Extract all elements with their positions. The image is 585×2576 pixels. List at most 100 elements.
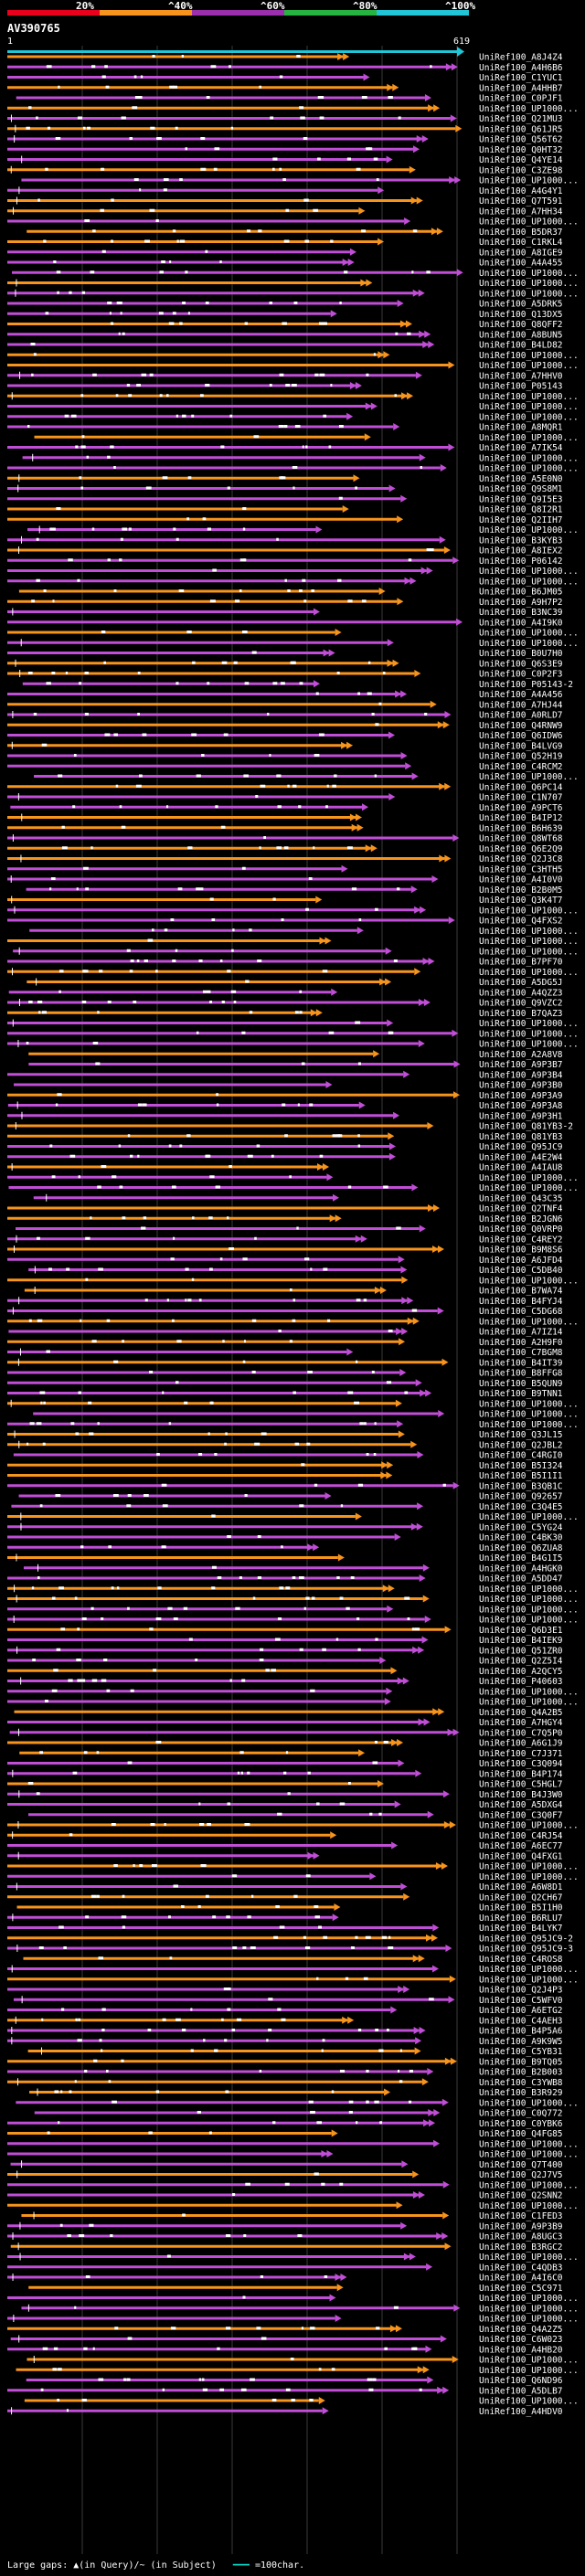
hit-label[interactable]: UniRef100_Q4A2B5 (479, 1708, 563, 1718)
hit-label[interactable]: UniRef100_Q7T591 (479, 196, 563, 207)
hit-label[interactable]: UniRef100_A4E2W4 (479, 1152, 563, 1162)
hit-label[interactable]: UniRef100_Q3K4T7 (479, 896, 563, 906)
hit-label[interactable]: UniRef100_UP1000... (479, 1183, 579, 1193)
hit-label[interactable]: UniRef100_C4RCM2 (479, 762, 563, 772)
hit-label[interactable]: UniRef100_A9P3A8 (479, 1101, 563, 1111)
hit-label[interactable]: UniRef100_UP1000... (479, 104, 579, 114)
hit-label[interactable]: UniRef100_A8BUN5 (479, 330, 563, 340)
hit-label[interactable]: UniRef100_A5DXG4 (479, 1800, 563, 1810)
hit-label[interactable]: UniRef100_UP1000... (479, 2304, 579, 2314)
hit-label[interactable]: UniRef100_UP1000... (479, 2397, 579, 2407)
hit-label[interactable]: UniRef100_Q9S8M1 (479, 484, 563, 494)
hit-label[interactable]: UniRef100_B9M8S6 (479, 1246, 563, 1256)
hit-label[interactable]: UniRef100_B4FYJ4 (479, 1297, 563, 1307)
hit-label[interactable]: UniRef100_B5I1I1 (479, 1471, 563, 1481)
hit-label[interactable]: UniRef100_A4G4Y1 (479, 186, 563, 196)
hit-label[interactable]: UniRef100_B3QB1C (479, 1481, 563, 1491)
hit-label[interactable]: UniRef100_UP1000... (479, 1605, 579, 1615)
hit-label[interactable]: UniRef100_UP1000... (479, 1029, 579, 1039)
hit-label[interactable]: UniRef100_Q3JL15 (479, 1430, 563, 1440)
hit-label[interactable]: UniRef100_Q2J7V5 (479, 2170, 563, 2180)
hit-label[interactable]: UniRef100_UP1000... (479, 639, 579, 649)
hit-label[interactable]: UniRef100_Q8I2R1 (479, 505, 563, 515)
hit-label[interactable]: UniRef100_Q4FG85 (479, 2129, 563, 2139)
hit-label[interactable]: UniRef100_B6JM05 (479, 588, 563, 598)
hit-label[interactable]: UniRef100_UP1000... (479, 1965, 579, 1975)
hit-label[interactable]: UniRef100_Q2SNN2 (479, 2191, 563, 2201)
hit-label[interactable]: UniRef100_Q81YB3-2 (479, 1122, 573, 1132)
hit-label[interactable]: UniRef100_A8UGC3 (479, 2232, 563, 2242)
hit-label[interactable]: UniRef100_C1YUC1 (479, 73, 563, 83)
hit-label[interactable]: UniRef100_C3HTH5 (479, 864, 563, 875)
hit-label[interactable]: UniRef100_Q4YE14 (479, 155, 563, 165)
hit-label[interactable]: UniRef100_B4LD82 (479, 341, 563, 351)
hit-label[interactable]: UniRef100_B4IT39 (479, 1358, 563, 1368)
hit-label[interactable]: UniRef100_Q43C35 (479, 1193, 563, 1203)
hit-label[interactable]: UniRef100_UP1000... (479, 1019, 579, 1029)
hit-label[interactable]: UniRef100_C1FED3 (479, 2211, 563, 2221)
hit-label[interactable]: UniRef100_Q2JBL2 (479, 1440, 563, 1450)
hit-label[interactable]: UniRef100_UP1000... (479, 1585, 579, 1595)
hit-label[interactable]: UniRef100_Q7T400 (479, 2160, 563, 2170)
hit-label[interactable]: UniRef100_UP1000... (479, 433, 579, 443)
hit-label[interactable]: UniRef100_C4AEH3 (479, 2016, 563, 2026)
hit-label[interactable]: UniRef100_UP1000... (479, 2356, 579, 2366)
hit-label[interactable]: UniRef100_B4G1I5 (479, 1553, 563, 1564)
hit-label[interactable]: UniRef100_A7HHV0 (479, 371, 563, 381)
hit-label[interactable]: UniRef100_Q95JC9-3 (479, 1945, 573, 1955)
hit-label[interactable]: UniRef100_Q6PC14 (479, 782, 563, 792)
hit-label[interactable]: UniRef100_A7HGY4 (479, 1718, 563, 1728)
hit-label[interactable]: UniRef100_A7HJ44 (479, 700, 563, 710)
hit-label[interactable]: UniRef100_B4J3W0 (479, 1790, 563, 1800)
hit-label[interactable]: UniRef100_A7HH34 (479, 207, 563, 217)
hit-label[interactable]: UniRef100_A7IK54 (479, 443, 563, 453)
hit-label[interactable]: UniRef100_C5HGL7 (479, 1780, 563, 1790)
hit-label[interactable]: UniRef100_UP1000... (479, 1698, 579, 1708)
hit-label[interactable]: UniRef100_UP1000... (479, 1420, 579, 1430)
hit-label[interactable]: UniRef100_UP1000... (479, 947, 579, 957)
hit-label[interactable]: UniRef100_A4I9K0 (479, 618, 563, 628)
hit-label[interactable]: UniRef100_B3KYB3 (479, 535, 563, 546)
hit-label[interactable]: UniRef100_B7WA74 (479, 1287, 563, 1297)
hit-label[interactable]: UniRef100_A6W8D1 (479, 1882, 563, 1892)
hit-label[interactable]: UniRef100_UP1000... (479, 1512, 579, 1522)
hit-label[interactable]: UniRef100_A9P3B4 (479, 1070, 563, 1080)
hit-label[interactable]: UniRef100_UP1000... (479, 567, 579, 577)
hit-label[interactable]: UniRef100_A5DRK5 (479, 300, 563, 310)
hit-label[interactable]: UniRef100_B4LVG9 (479, 741, 563, 751)
hit-label[interactable]: UniRef100_C5WFV0 (479, 1996, 563, 2006)
hit-label[interactable]: UniRef100_B5I1H0 (479, 1903, 563, 1913)
hit-label[interactable]: UniRef100_Q4FXS2 (479, 917, 563, 927)
hit-label[interactable]: UniRef100_C4RGI0 (479, 1451, 563, 1461)
hit-label[interactable]: UniRef100_A9P3B7 (479, 1060, 563, 1070)
hit-label[interactable]: UniRef100_UP1000... (479, 937, 579, 947)
hit-label[interactable]: UniRef100_C5YG24 (479, 1522, 563, 1532)
hit-label[interactable]: UniRef100_A5DG5J (479, 978, 563, 988)
hit-label[interactable]: UniRef100_C3Q0F7 (479, 1810, 563, 1820)
hit-label[interactable]: UniRef100_C0P2F3 (479, 670, 563, 680)
hit-label[interactable]: UniRef100_UP1000... (479, 2098, 579, 2108)
hit-label[interactable]: UniRef100_UP1000... (479, 176, 579, 186)
hit-label[interactable]: UniRef100_UP1000... (479, 361, 579, 371)
hit-label[interactable]: UniRef100_B7QAZ3 (479, 1009, 563, 1019)
hit-label[interactable]: UniRef100_A8MQR1 (479, 423, 563, 433)
hit-label[interactable]: UniRef100_C1RKL4 (479, 238, 563, 248)
hit-label[interactable]: UniRef100_UP1000... (479, 2139, 579, 2149)
hit-label[interactable]: UniRef100_B5I324 (479, 1461, 563, 1471)
hit-label[interactable]: UniRef100_Q13DX5 (479, 310, 563, 320)
hit-label[interactable]: UniRef100_A8IGE9 (479, 248, 563, 258)
hit-label[interactable]: UniRef100_C0PJF1 (479, 94, 563, 104)
hit-label[interactable]: UniRef100_B4LYK7 (479, 1924, 563, 1934)
hit-label[interactable]: UniRef100_B6H639 (479, 823, 563, 833)
hit-label[interactable]: UniRef100_A9PCT6 (479, 803, 563, 813)
hit-label[interactable]: UniRef100_C3ZE98 (479, 165, 563, 175)
hit-label[interactable]: UniRef100_A4I6C0 (479, 2274, 563, 2284)
hit-label[interactable]: UniRef100_C4RJ54 (479, 1831, 563, 1841)
hit-label[interactable]: UniRef100_A6ETG2 (479, 2006, 563, 2016)
hit-label[interactable]: UniRef100_Q4FXG1 (479, 1851, 563, 1861)
hit-label[interactable]: UniRef100_B6RLU7 (479, 1913, 563, 1924)
hit-label[interactable]: UniRef100_B7PF70 (479, 958, 563, 968)
hit-label[interactable]: UniRef100_Q0HT32 (479, 145, 563, 155)
hit-label[interactable]: UniRef100_UP1000... (479, 269, 579, 279)
hit-label[interactable]: UniRef100_A9P3H1 (479, 1111, 563, 1121)
